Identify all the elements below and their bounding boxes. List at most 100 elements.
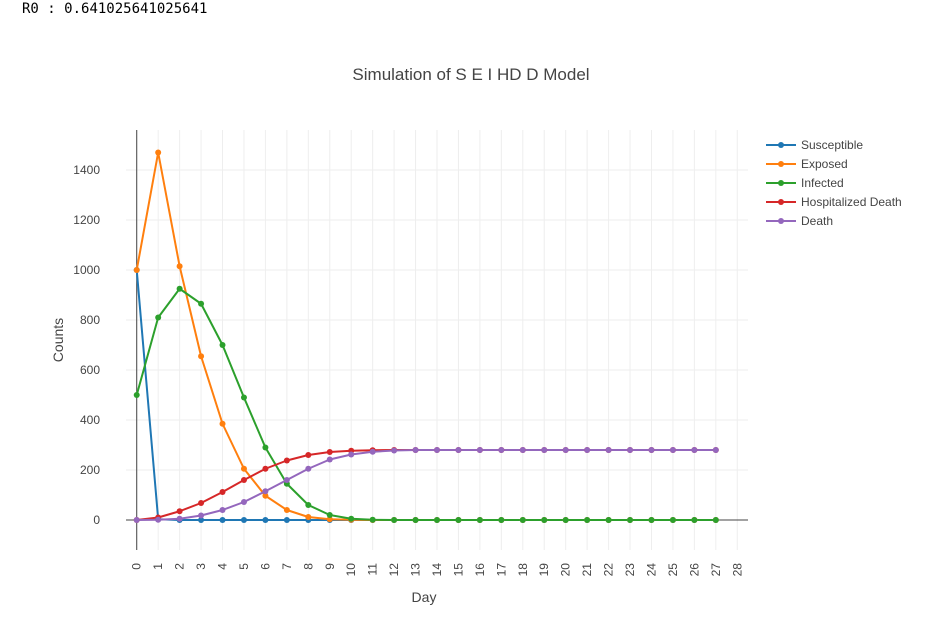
data-point	[155, 149, 162, 156]
data-point	[155, 516, 162, 523]
data-point	[412, 517, 419, 523]
legend-item[interactable]: Hospitalized Death	[766, 195, 902, 209]
legend-swatch-dot	[778, 199, 784, 205]
legend-label: Hospitalized Death	[801, 195, 902, 209]
y-tick-label: 1200	[73, 213, 100, 227]
data-point	[455, 517, 462, 523]
x-tick-label: 21	[580, 563, 594, 577]
chart-title: Simulation of S E I HD D Model	[352, 65, 589, 84]
data-point	[391, 517, 398, 523]
data-point	[412, 447, 419, 453]
x-tick-label: 22	[602, 563, 616, 577]
data-point	[176, 285, 183, 292]
x-tick-labels: 0 1 2 3 4 5 6 7 8 9 10 11 12 13 14 15 16 17 18 19 20 21 22 23 24…	[130, 563, 745, 577]
series-points	[133, 149, 719, 523]
data-point	[519, 447, 526, 453]
x-tick-label: 12	[387, 563, 401, 577]
data-point	[240, 499, 247, 505]
data-point	[219, 420, 226, 427]
data-point	[198, 300, 205, 307]
legend-swatch-dot	[778, 142, 784, 148]
data-point	[562, 517, 569, 523]
data-point	[176, 508, 183, 515]
x-tick-label: 18	[516, 563, 530, 577]
data-point	[369, 448, 376, 455]
data-point	[326, 456, 333, 463]
data-point	[133, 517, 140, 523]
data-point	[605, 517, 612, 523]
data-point	[476, 517, 483, 523]
legend-item[interactable]: Exposed	[766, 157, 848, 171]
data-point	[219, 507, 226, 513]
data-point	[712, 517, 719, 523]
series-line-4	[136, 449, 716, 521]
data-point	[648, 447, 655, 453]
legend-swatch-dot	[778, 180, 784, 186]
data-point	[240, 477, 247, 483]
data-point	[584, 447, 591, 453]
x-tick-label: 16	[473, 563, 487, 577]
data-point	[262, 444, 269, 451]
data-point	[627, 517, 634, 523]
data-point	[219, 489, 226, 495]
legend-swatch-dot	[778, 161, 784, 167]
series-line-2	[135, 287, 716, 521]
x-tick-label: 1	[151, 563, 165, 570]
data-point	[240, 394, 247, 401]
y-tick-label: 0	[93, 513, 100, 527]
data-point	[691, 447, 698, 453]
data-point	[434, 517, 440, 523]
y-tick-label: 600	[80, 363, 100, 377]
series-lines	[135, 151, 716, 521]
data-point	[305, 465, 312, 472]
y-axis-label: Counts	[50, 318, 66, 362]
legend-label: Exposed	[801, 157, 848, 171]
legend-label: Death	[801, 214, 833, 228]
legend-label: Susceptible	[801, 138, 863, 152]
data-point	[305, 452, 312, 458]
data-point	[669, 517, 676, 523]
legend-item[interactable]: Death	[766, 214, 833, 228]
data-point	[627, 447, 634, 453]
data-point	[691, 517, 698, 523]
x-tick-label: 27	[709, 563, 723, 577]
data-point	[519, 517, 526, 523]
x-tick-label: 5	[237, 563, 251, 570]
y-tick-label: 1000	[73, 263, 100, 277]
data-point	[240, 517, 247, 523]
data-point	[584, 517, 591, 523]
data-point	[455, 447, 462, 453]
data-point	[648, 517, 655, 523]
legend-item[interactable]: Infected	[766, 176, 844, 190]
x-tick-label: 24	[644, 563, 658, 577]
x-tick-label: 3	[194, 563, 208, 570]
r0-readout: R0 : 0.641025641025641	[22, 1, 207, 17]
data-point	[712, 447, 719, 453]
data-point	[348, 451, 355, 458]
r0-label: R0	[22, 1, 39, 17]
legend-label: Infected	[801, 176, 844, 190]
y-tick-label: 400	[80, 413, 100, 427]
legend-swatch-dot	[778, 218, 784, 224]
r0-value: 0.641025641025641	[64, 1, 208, 17]
x-tick-label: 17	[494, 563, 508, 577]
x-tick-label: 4	[216, 563, 230, 570]
data-point	[283, 507, 290, 513]
data-point	[541, 517, 548, 523]
data-point	[498, 517, 505, 523]
data-point	[133, 267, 140, 273]
x-tick-label: 13	[409, 563, 423, 577]
data-point	[476, 447, 483, 453]
x-tick-label: 19	[537, 563, 551, 577]
data-point	[391, 447, 398, 454]
y-tick-labels: 0 200 400 600 800 1000 1200 1400	[73, 163, 100, 527]
data-point	[669, 447, 676, 453]
series-line-0	[135, 269, 716, 521]
data-point	[240, 465, 247, 472]
data-point	[198, 517, 205, 523]
x-tick-label: 0	[130, 563, 144, 570]
legend-item[interactable]: Susceptible	[766, 138, 863, 152]
data-point	[198, 353, 205, 360]
data-point	[348, 515, 355, 522]
